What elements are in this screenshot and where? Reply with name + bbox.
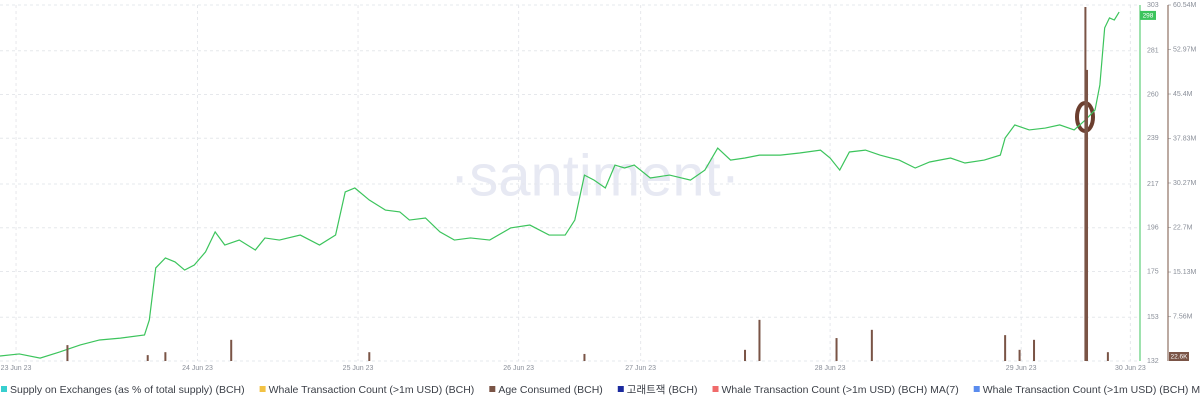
bar [1084, 6, 1087, 362]
bar [1086, 69, 1089, 361]
bar [1004, 335, 1007, 361]
y-tick-label: 132 [1147, 358, 1159, 365]
legend-item: 고래트잭 (BCH) [617, 384, 698, 396]
legend-label: Age Consumed (BCH) [498, 384, 602, 396]
bar [870, 329, 873, 361]
current-value-label: 298 [1143, 12, 1154, 19]
current-value-label: 22.6K [1171, 353, 1189, 360]
y2-tick-label: 45.4M [1173, 91, 1193, 98]
y-tick-label: 175 [1147, 268, 1159, 275]
legend-label: Whale Transaction Count (>1m USD) (BCH) [269, 384, 475, 396]
y2-tick-label: 22.7M [1173, 224, 1193, 231]
x-tick-label: 29 Jun 23 [1006, 365, 1037, 372]
legend-item: Supply on Exchanges (as % of total suppl… [1, 384, 245, 396]
x-tick-label: 27 Jun 23 [625, 365, 656, 372]
legend-label: 고래트잭 (BCH) [627, 384, 698, 396]
y-tick-label: 196 [1147, 225, 1159, 232]
legend-swatch [489, 386, 496, 392]
line [0, 11, 1120, 359]
y2-tick-label: 52.97M [1173, 46, 1197, 53]
y-tick-label: 239 [1147, 135, 1159, 142]
y-tick-label: 153 [1147, 314, 1159, 321]
legend-swatch [973, 386, 980, 392]
y2-tick-label: 15.13M [1173, 269, 1197, 276]
y2-tick-label: 37.83M [1173, 135, 1197, 142]
legend-swatch [617, 386, 624, 392]
legend-item: Whale Transaction Count (>1m USD) (BCH) … [712, 384, 959, 396]
legend-item: Whale Transaction Count (>1m USD) (BCH) [259, 384, 475, 396]
legend-item: Age Consumed (BCH) [489, 384, 603, 396]
bar [835, 338, 838, 361]
x-tick-label: 28 Jun 23 [815, 365, 846, 372]
grid [0, 4, 1140, 362]
x-tick-label: 25 Jun 23 [343, 365, 374, 372]
x-tick-label: 24 Jun 23 [182, 365, 213, 372]
legend-item: Whale Transaction Count (>1m USD) (BCH) … [973, 384, 1200, 396]
bar [758, 319, 761, 361]
legend-swatch [259, 386, 266, 392]
legend-label: Supply on Exchanges (as % of total suppl… [10, 384, 245, 396]
y-tick-label: 260 [1147, 91, 1159, 98]
y-tick-label: 217 [1147, 181, 1159, 188]
y-tick-label: 303 [1147, 2, 1159, 9]
bar [1033, 339, 1036, 361]
legend-label: Whale Transaction Count (>1m USD) (BCH) … [722, 384, 959, 396]
y-tick-label: 281 [1147, 48, 1159, 55]
bar [583, 353, 586, 361]
bar [744, 349, 747, 361]
watermark: ·santiment· [450, 143, 740, 208]
bar [146, 355, 149, 361]
current-value-box [1140, 10, 1156, 20]
x-tick-label: 26 Jun 23 [503, 365, 534, 372]
legend-swatch [1, 386, 7, 392]
bar [66, 345, 69, 361]
bar [1018, 349, 1021, 361]
y2-tick-label: 60.54M [1173, 2, 1197, 9]
bar [164, 352, 167, 361]
x-tick-label: 30 Jun 23 [1115, 365, 1146, 372]
legend-swatch [712, 386, 719, 392]
bar [230, 339, 233, 361]
legend-label: Whale Transaction Count (>1m USD) (BCH) … [983, 384, 1200, 396]
y2-tick-label: 30.27M [1173, 180, 1197, 187]
current-value-box [1169, 352, 1189, 361]
legend: Supply on Exchanges (as % of total suppl… [1, 384, 1200, 396]
x-tick-label: 23 Jun 23 [1, 365, 32, 372]
bar [1106, 352, 1109, 361]
bar [368, 352, 371, 361]
y2-tick-label: 7.56M [1173, 313, 1193, 320]
